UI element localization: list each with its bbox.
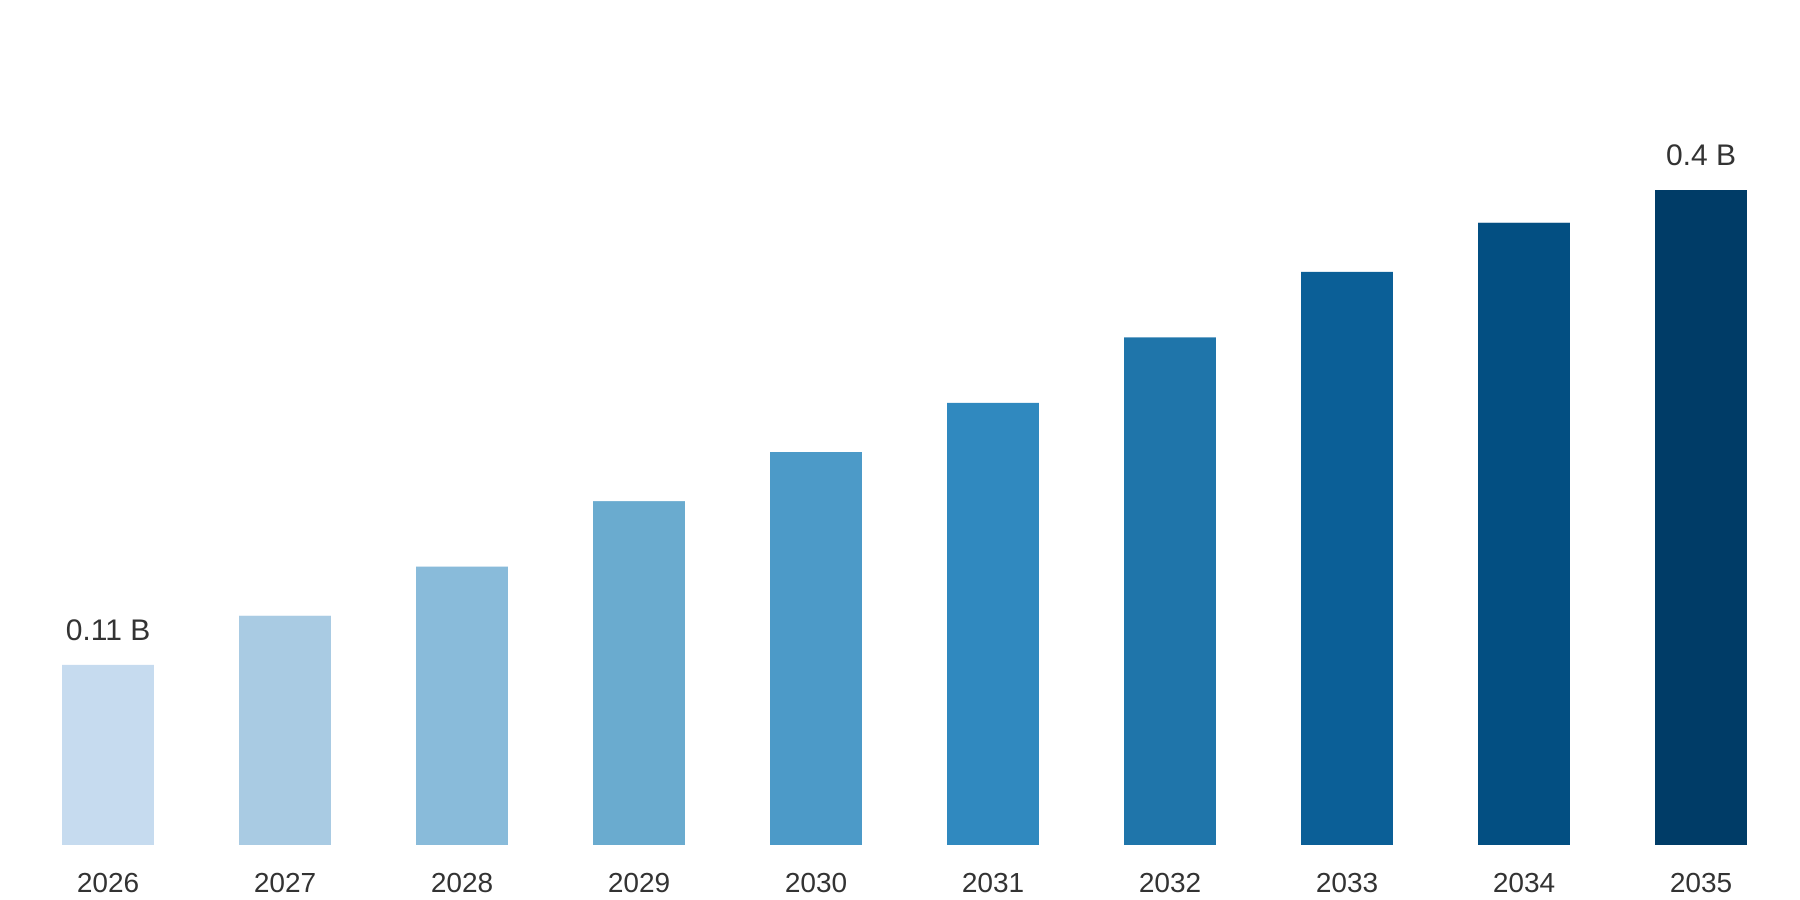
data-label-2026: 0.11 B [66,614,151,647]
x-tick-label: 2035 [1670,867,1732,898]
x-tick-label: 2032 [1139,867,1201,898]
x-tick-label: 2029 [608,867,670,898]
bar-2028 [416,566,508,845]
x-tick-label: 2034 [1493,867,1555,898]
x-tick-label: 2028 [431,867,493,898]
bar-2030 [770,452,862,845]
bars-layer [62,190,1747,845]
bar-2031 [947,402,1039,845]
bar-2035 [1655,190,1747,845]
bar-2033 [1301,271,1393,845]
x-tick-label: 2026 [77,867,139,898]
x-axis-ticks: 2026 2027 2028 2029 2030 2031 2032 2033 2034 2035 [77,867,1732,898]
x-tick-label: 2030 [785,867,847,898]
x-tick-label: 2031 [962,867,1024,898]
labels-layer: 0.11 B 0.4 B [66,139,1736,647]
bar-2027 [239,615,331,845]
bar-2029 [593,501,685,845]
data-label-2035: 0.4 B [1666,139,1736,172]
bar-2032 [1124,337,1216,845]
x-tick-label: 2033 [1316,867,1378,898]
bar-2034 [1478,222,1570,845]
x-tick-label: 2027 [254,867,316,898]
bar-2026 [62,664,154,845]
